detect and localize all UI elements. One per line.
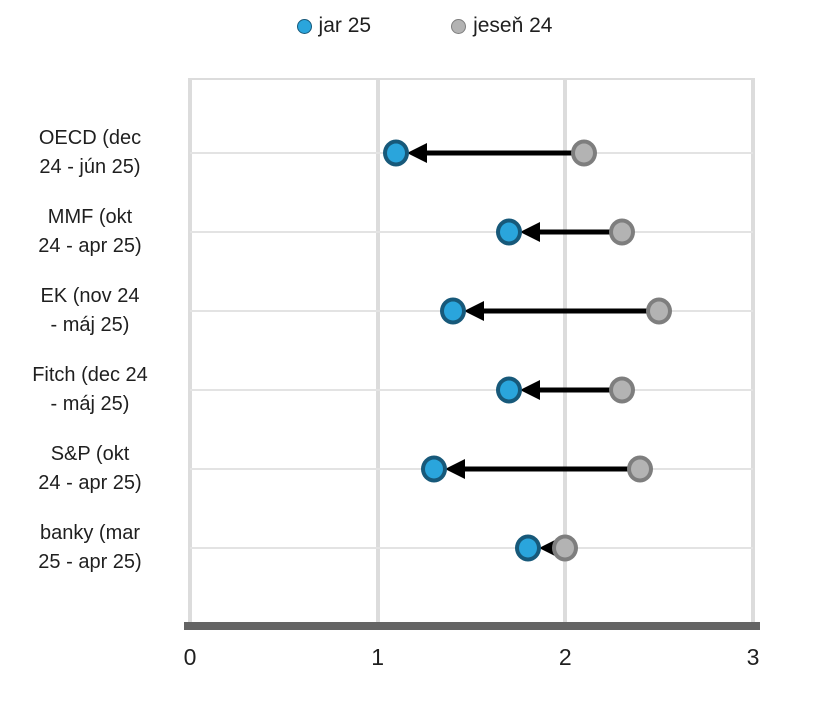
category-label: banky (mar 25 - apr 25) — [38, 522, 142, 573]
category-label: EK (nov 24- máj 25) — [40, 285, 140, 336]
arrow-head-icon — [444, 459, 465, 479]
marker-jar-25 — [514, 534, 541, 562]
arrow-shaft — [538, 229, 622, 235]
marker-jesen-24 — [627, 455, 654, 483]
chart-legend: jar 25 jeseň 24 — [20, 14, 829, 38]
marker-jesen-24 — [646, 297, 673, 325]
category-label: MMF (okt 24 - apr 25) — [38, 206, 142, 257]
horizontal-gridline — [190, 231, 753, 233]
marker-jar-25 — [420, 455, 447, 483]
category-label: OECD (dec 24 - jún 25) — [38, 127, 142, 178]
legend-dot-jesen-24-icon — [451, 18, 467, 34]
arrow-shaft — [481, 308, 660, 314]
vertical-gridline — [188, 79, 192, 622]
legend-label-jar-25: jar 25 — [318, 14, 372, 37]
x-axis-line — [184, 622, 760, 630]
x-tick-label: 0 — [183, 644, 197, 670]
arrow-head-icon — [520, 380, 541, 400]
vertical-gridline — [375, 79, 380, 622]
marker-jar-25 — [496, 376, 523, 404]
x-tick-label: 3 — [746, 644, 760, 670]
marker-jesen-24 — [571, 139, 598, 167]
arrow-head-icon — [463, 301, 484, 321]
vertical-gridline — [563, 79, 568, 622]
category-label: Fitch (dec 24- máj 25) — [32, 364, 148, 415]
marker-jesen-24 — [608, 218, 635, 246]
marker-jar-25 — [439, 297, 466, 325]
x-tick-label: 2 — [558, 644, 572, 670]
plot-top-border — [188, 78, 755, 80]
arrow-head-icon — [520, 222, 541, 242]
horizontal-gridline — [190, 389, 753, 391]
marker-jar-25 — [496, 218, 523, 246]
legend-dot-jar-25-icon — [296, 18, 312, 34]
legend-item-jesen-24: jeseň 24 — [451, 14, 552, 38]
marker-jar-25 — [383, 139, 410, 167]
legend-label-jesen-24: jeseň 24 — [473, 14, 553, 37]
marker-jesen-24 — [608, 376, 635, 404]
arrow-shaft — [425, 150, 585, 156]
arrow-shaft — [462, 466, 641, 472]
legend-item-jar-25: jar 25 — [296, 14, 372, 38]
arrow-shaft — [538, 387, 622, 393]
arrow-head-icon — [407, 143, 428, 163]
vertical-gridline — [751, 79, 755, 622]
category-label: S&P (okt 24 - apr 25) — [38, 443, 142, 494]
horizontal-gridline — [190, 547, 753, 549]
marker-jesen-24 — [552, 534, 579, 562]
x-tick-label: 1 — [371, 644, 385, 670]
